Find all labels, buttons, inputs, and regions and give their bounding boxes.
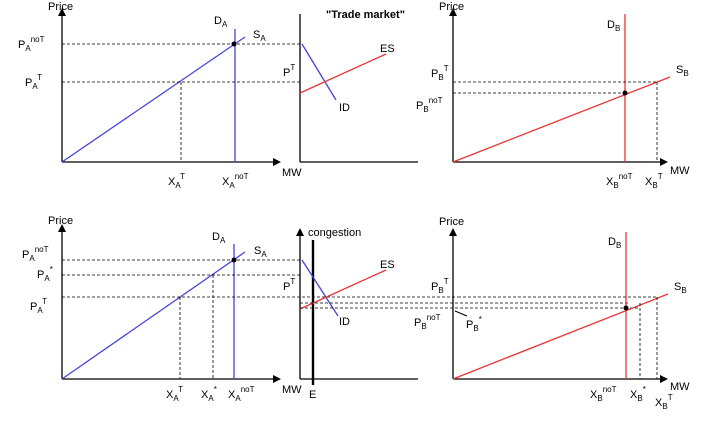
bottom-a-x-notrade-label: XAnoT bbox=[228, 385, 255, 403]
bottom-b-x-notrade-label: XBnoT bbox=[590, 385, 617, 403]
top-a-p-trade-label: PAT bbox=[25, 73, 42, 91]
bottom-panel-b: Price MW DB SB PBT PBnoT PB* XBnoT XB* X… bbox=[414, 216, 690, 411]
bottom-a-demand-label: DA bbox=[212, 231, 226, 245]
bottom-mid-pt-label: PT bbox=[283, 277, 295, 293]
top-b-supply-line bbox=[452, 76, 671, 163]
top-b-x-trade-label: XBT bbox=[645, 172, 663, 190]
top-mid-id-label: ID bbox=[339, 102, 350, 114]
bottom-b-p-trade-label: PBT bbox=[431, 277, 449, 295]
bottom-b-p-star-label: PB* bbox=[466, 315, 482, 333]
bottom-a-p-star-label: PA* bbox=[37, 265, 53, 283]
top-a-price-label: Price bbox=[48, 1, 73, 13]
bottom-panel-a: Price MW DA SA PAnoT PA* PAT XAT XA* XAn… bbox=[22, 215, 458, 403]
top-mid-title: "Trade market" bbox=[326, 9, 405, 21]
top-b-mw-label: MW bbox=[670, 165, 690, 177]
bottom-b-supply-label: SB bbox=[674, 281, 687, 295]
bottom-b-x-star-label: XB* bbox=[630, 385, 646, 403]
bottom-b-supply-line bbox=[452, 293, 669, 380]
bottom-b-price-label: Price bbox=[439, 216, 464, 228]
top-b-p-notrade-label: PBnoT bbox=[416, 96, 443, 114]
top-b-p-trade-label: PBT bbox=[431, 64, 449, 82]
bottom-b-mw-label: MW bbox=[670, 381, 690, 393]
bottom-a-p-trade-label: PAT bbox=[30, 297, 47, 315]
top-panel-a: Price MW DA SA PAnoT PAT XAT XAnoT bbox=[18, 1, 302, 190]
bottom-b-x-trade-label: XBT bbox=[655, 393, 673, 411]
bottom-mid-e-label: E bbox=[309, 389, 316, 401]
top-a-p-notrade-label: PAnoT bbox=[18, 35, 45, 53]
top-a-supply-label: SA bbox=[253, 29, 266, 43]
top-b-x-notrade-label: XBnoT bbox=[606, 172, 633, 190]
bottom-a-x-star-label: XA* bbox=[201, 385, 217, 403]
bottom-mid-id-label: ID bbox=[339, 316, 350, 328]
top-b-price-label: Price bbox=[439, 1, 464, 13]
top-panel-trade-market: "Trade market" ES ID PT bbox=[283, 9, 418, 163]
top-a-x-trade-label: XAT bbox=[168, 172, 185, 190]
top-a-mw-label: MW bbox=[282, 167, 302, 179]
top-b-supply-label: SB bbox=[676, 64, 689, 78]
bottom-mid-es-label: ES bbox=[380, 259, 395, 271]
bottom-b-demand-label: DB bbox=[608, 236, 621, 250]
bottom-panel-trade-market: congestion ES ID PT E bbox=[283, 227, 640, 401]
top-a-demand-label: DA bbox=[214, 15, 228, 29]
bottom-a-x-trade-label: XAT bbox=[166, 385, 183, 403]
top-mid-es-label: ES bbox=[380, 43, 395, 55]
top-a-supply-line bbox=[61, 36, 246, 163]
bottom-b-equilibrium-point bbox=[623, 305, 629, 311]
top-panel-b: Price MW DB SB PBT PBnoT XBnoT XBT bbox=[416, 1, 690, 190]
bottom-b-p-notrade-label: PBnoT bbox=[414, 313, 441, 331]
bottom-mid-congestion-label: congestion bbox=[308, 227, 361, 239]
bottom-a-p-notrade-label: PAnoT bbox=[22, 245, 49, 263]
bottom-a-supply-label: SA bbox=[254, 245, 267, 259]
bottom-a-supply-line bbox=[61, 251, 246, 380]
bottom-mid-import-demand bbox=[301, 259, 339, 317]
bottom-b-p-star-pointer bbox=[454, 310, 468, 317]
bottom-a-price-label: Price bbox=[48, 215, 73, 227]
bottom-mid-export-supply bbox=[299, 269, 387, 310]
top-mid-pt-label: PT bbox=[283, 63, 295, 79]
bottom-a-mw-label: MW bbox=[282, 384, 302, 396]
top-a-x-notrade-label: XAnoT bbox=[222, 172, 249, 190]
top-mid-export-supply bbox=[299, 53, 387, 94]
top-mid-import-demand bbox=[301, 43, 337, 101]
top-b-demand-label: DB bbox=[607, 19, 620, 33]
